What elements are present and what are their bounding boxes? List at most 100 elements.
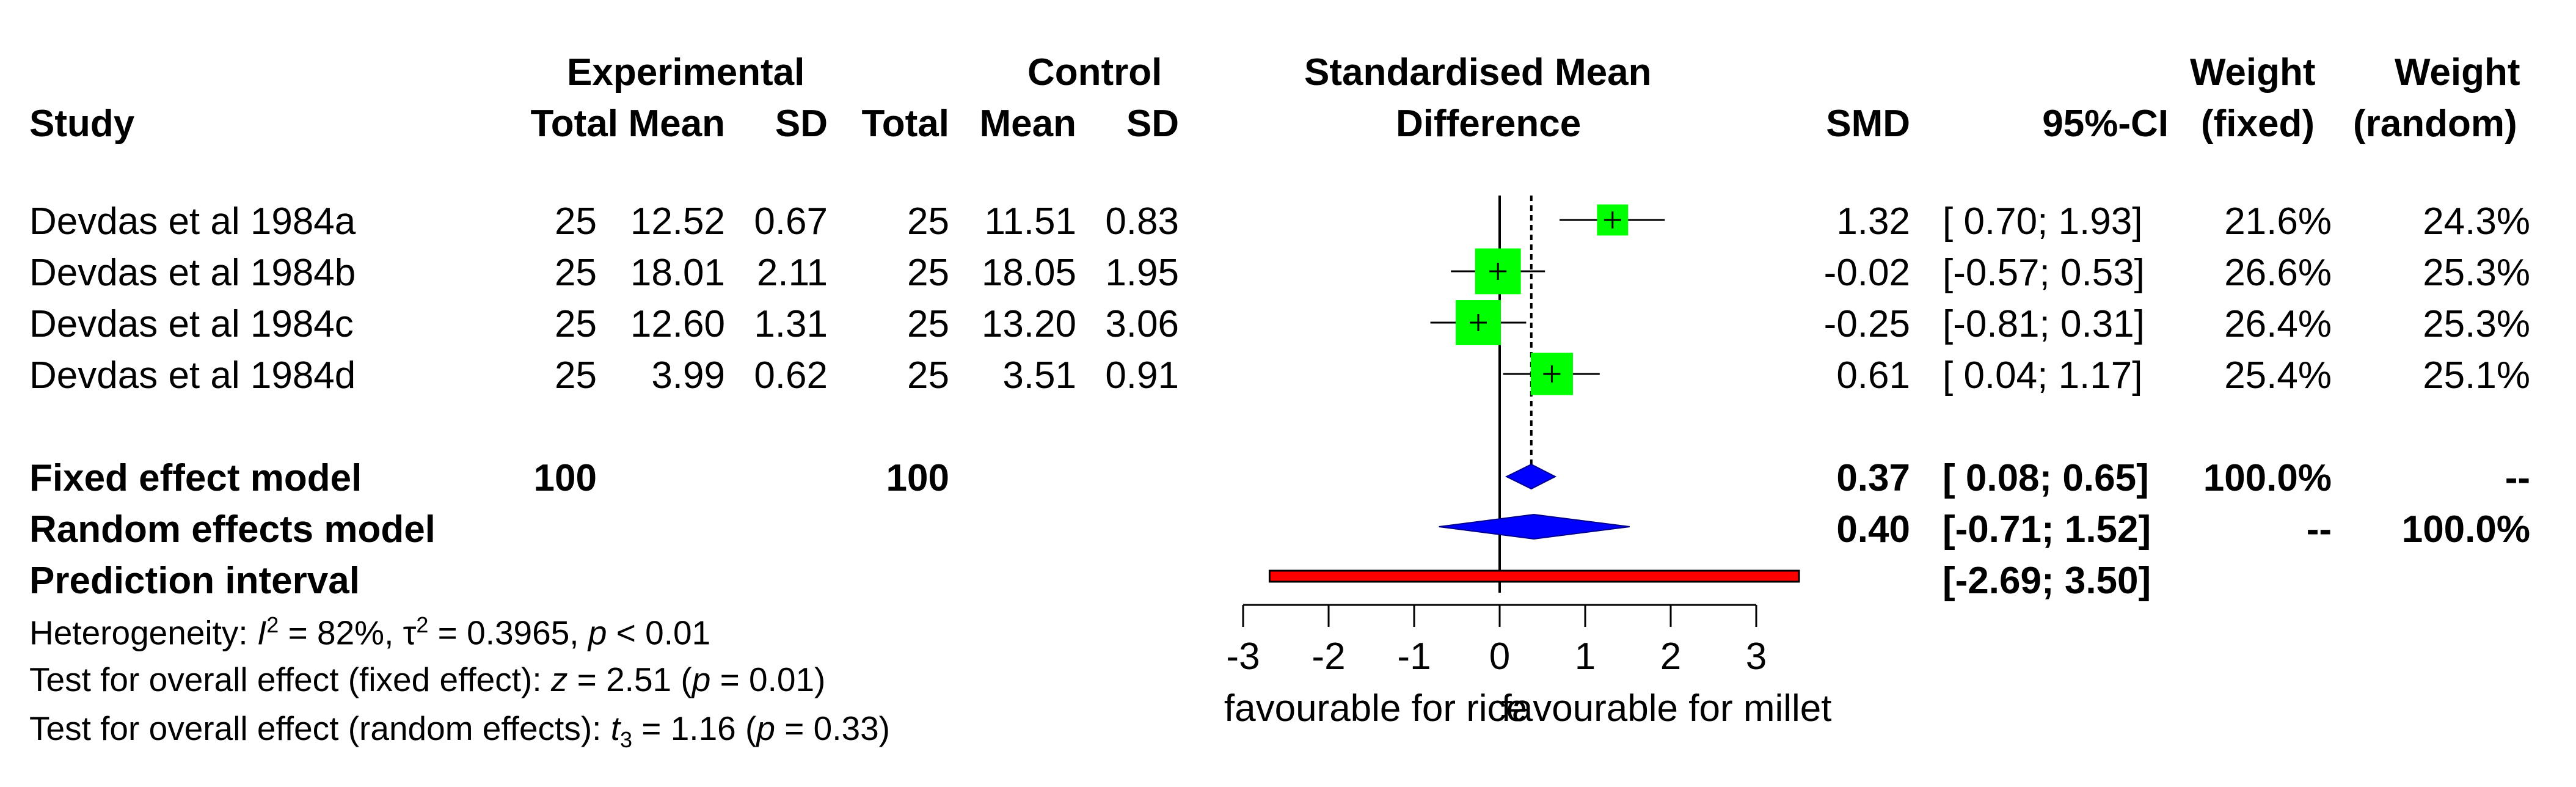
weight-random: 25.1%	[2423, 354, 2530, 397]
x-axis-tick-label: -3	[1226, 635, 1260, 678]
ctl-sd: 1.95	[1105, 252, 1179, 294]
het-tau-sup: 2	[416, 612, 429, 637]
header-ctl-sd: SD	[1126, 103, 1179, 145]
header-smd-title-line1: Standardised Mean	[1304, 51, 1652, 93]
header-smd-title-line2: Difference	[1396, 103, 1582, 145]
fixed-test-pval: = 0.01)	[710, 661, 826, 698]
header-control: Control	[1027, 51, 1162, 93]
ctl-total: 25	[907, 303, 949, 345]
weight-fixed: 21.6%	[2224, 200, 2332, 243]
random-test-p: p	[756, 709, 775, 747]
smd-value: 1.32	[1836, 200, 1910, 243]
exp-total: 25	[555, 252, 597, 294]
exp-mean: 12.60	[630, 303, 725, 345]
het-prefix: Heterogeneity:	[29, 613, 257, 652]
ctl-sd: 0.91	[1105, 354, 1179, 397]
header-weight-random-line1: Weight	[2395, 51, 2520, 93]
x-axis-tick-label: 2	[1660, 635, 1681, 678]
ci-value: [ 0.70; 1.93]	[1943, 200, 2143, 243]
header-ci: 95%-CI	[2042, 103, 2169, 145]
x-axis-label-left: favourable for rice	[1224, 687, 1527, 730]
x-axis-tick-label: 1	[1575, 635, 1596, 678]
het-rest: = 0.3965,	[428, 613, 588, 652]
header-exp-mean: Mean	[628, 103, 725, 145]
x-axis-tick-label: 0	[1489, 635, 1510, 678]
header-weight-random-line2: (random)	[2353, 103, 2517, 145]
exp-sd: 0.67	[754, 200, 828, 243]
exp-mean: 3.99	[651, 354, 725, 397]
study-name: Devdas et al 1984c	[29, 303, 354, 345]
weight-random: 24.3%	[2423, 200, 2530, 243]
header-ctl-total: Total	[861, 103, 950, 145]
exp-total: 25	[555, 354, 597, 397]
study-name: Devdas et al 1984a	[29, 200, 356, 243]
random-test-t: t	[610, 709, 620, 747]
fixed-effect-diamond	[1505, 463, 1557, 490]
x-axis-tick-label: 3	[1746, 635, 1767, 678]
weight-fixed: 25.4%	[2224, 354, 2332, 397]
ctl-mean: 11.51	[984, 200, 1076, 243]
exp-mean: 12.52	[630, 200, 725, 243]
header-exp-sd: SD	[775, 103, 828, 145]
fixed-test-zval: = 2.51 (	[567, 661, 692, 698]
random-smd-value: 0.40	[1836, 508, 1910, 551]
exp-mean: 18.01	[630, 252, 725, 294]
fixed-test-prefix: Test for overall effect (fixed effect):	[29, 661, 551, 698]
smd-value: -0.25	[1823, 303, 1910, 345]
fixed-model-label: Fixed effect model	[29, 457, 362, 499]
ctl-mean: 18.05	[981, 252, 1076, 294]
ctl-mean: 13.20	[981, 303, 1076, 345]
prediction-interval-bar	[1268, 569, 1800, 583]
het-i-sup: 2	[266, 612, 279, 637]
header-exp-total: Total	[530, 103, 619, 145]
random-test-tval: = 1.16 (	[632, 709, 757, 747]
smd-value: -0.02	[1823, 252, 1910, 294]
exp-total: 25	[555, 303, 597, 345]
ctl-sd: 0.83	[1105, 200, 1179, 243]
ctl-mean: 3.51	[1002, 354, 1076, 397]
header-ctl-mean: Mean	[979, 103, 1076, 145]
het-mid: = 82%, τ	[279, 613, 417, 652]
ci-value: [-0.57; 0.53]	[1943, 252, 2145, 294]
header-study: Study	[29, 103, 135, 145]
weight-fixed: 26.6%	[2224, 252, 2332, 294]
fixed-exp-total: 100	[533, 457, 597, 499]
weight-fixed: 26.4%	[2224, 303, 2332, 345]
heterogeneity-text: Heterogeneity: I2 = 82%, τ2 = 0.3965, p …	[29, 614, 710, 650]
prediction-label: Prediction interval	[29, 560, 360, 602]
ctl-total: 25	[907, 252, 949, 294]
fixed-weight-fixed: 100.0%	[2203, 457, 2332, 499]
ctl-total: 25	[907, 354, 949, 397]
ci-value: [-0.81; 0.31]	[1943, 303, 2145, 345]
ctl-total: 25	[907, 200, 949, 243]
het-p: p	[588, 613, 607, 652]
ctl-sd: 3.06	[1105, 303, 1179, 345]
fixed-ci-value: [ 0.08; 0.65]	[1943, 457, 2149, 499]
fixed-ctl-total: 100	[886, 457, 949, 499]
x-axis-tick-label: -1	[1397, 635, 1431, 678]
exp-sd: 2.11	[756, 252, 828, 294]
random-model-label: Random effects model	[29, 508, 436, 551]
random-test-sub: 3	[620, 727, 633, 752]
het-i: I	[257, 613, 267, 652]
exp-sd: 1.31	[754, 303, 828, 345]
x-axis-tick-label: -2	[1312, 635, 1345, 678]
fixed-test-p: p	[691, 661, 711, 698]
random-effects-diamond	[1439, 513, 1630, 540]
header-weight-fixed-line1: Weight	[2190, 51, 2316, 93]
fixed-weight-random: --	[2505, 457, 2530, 499]
smd-value: 0.61	[1836, 354, 1910, 397]
random-weight-fixed: --	[2306, 508, 2332, 551]
ci-value: [ 0.04; 1.17]	[1943, 354, 2143, 397]
fixed-smd-value: 0.37	[1836, 457, 1910, 499]
random-test-pval: = 0.33)	[775, 709, 890, 747]
weight-random: 25.3%	[2423, 252, 2530, 294]
study-name: Devdas et al 1984b	[29, 252, 356, 294]
het-pval: < 0.01	[607, 613, 711, 652]
header-weight-fixed-line2: (fixed)	[2201, 103, 2315, 145]
random-test-prefix: Test for overall effect (random effects)…	[29, 709, 611, 747]
random-weight-random: 100.0%	[2401, 508, 2530, 551]
exp-sd: 0.62	[754, 354, 828, 397]
random-test-text: Test for overall effect (random effects)…	[29, 712, 890, 751]
